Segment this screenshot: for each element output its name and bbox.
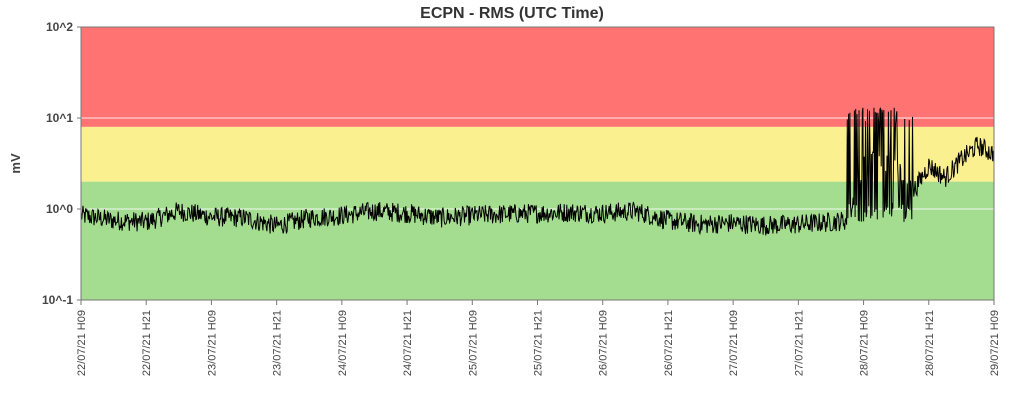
- x-tick-label: 28/07/21 H21: [924, 310, 936, 376]
- x-tick-label: 26/07/21 H21: [663, 310, 675, 376]
- x-tick-label: 22/07/21 H21: [141, 310, 153, 376]
- x-tick-label: 24/07/21 H21: [402, 310, 414, 376]
- x-tick-label: 29/07/21 H09: [989, 310, 1001, 376]
- x-tick-label: 23/07/21 H21: [272, 310, 284, 376]
- band-1: [81, 126, 994, 182]
- band-0: [81, 181, 994, 300]
- y-axis-label: mV: [8, 153, 23, 174]
- chart-title: ECPN - RMS (UTC Time): [420, 5, 604, 22]
- x-tick-label: 28/07/21 H09: [859, 310, 871, 376]
- x-tick-label: 26/07/21 H09: [598, 310, 610, 376]
- grid-lines: [81, 117, 994, 210]
- x-tick-label: 27/07/21 H21: [793, 310, 805, 376]
- x-tick-label: 27/07/21 H09: [728, 310, 740, 376]
- band-2: [81, 27, 994, 127]
- y-tick-label: 10^-1: [42, 293, 73, 307]
- x-tick-label: 25/07/21 H21: [533, 310, 545, 376]
- x-tick-label: 25/07/21 H09: [467, 310, 479, 376]
- rms-series-line: [80, 107, 995, 236]
- x-axis-ticks: 22/07/21 H09 22/07/21 H21 23/07/21 H09 23/0…: [76, 300, 1001, 376]
- threshold-bands: [81, 27, 994, 300]
- y-tick-label: 10^2: [46, 20, 73, 34]
- x-tick-label: 24/07/21 H09: [337, 310, 349, 376]
- x-tick-label: 22/07/21 H09: [76, 310, 88, 376]
- y-tick-label: 10^1: [46, 111, 73, 125]
- series-layer: [80, 107, 995, 236]
- y-axis-ticks: 10^2 10^1 10^0 10^-1: [42, 20, 81, 307]
- y-tick-label: 10^0: [46, 202, 73, 216]
- x-tick-label: 23/07/21 H09: [206, 310, 218, 376]
